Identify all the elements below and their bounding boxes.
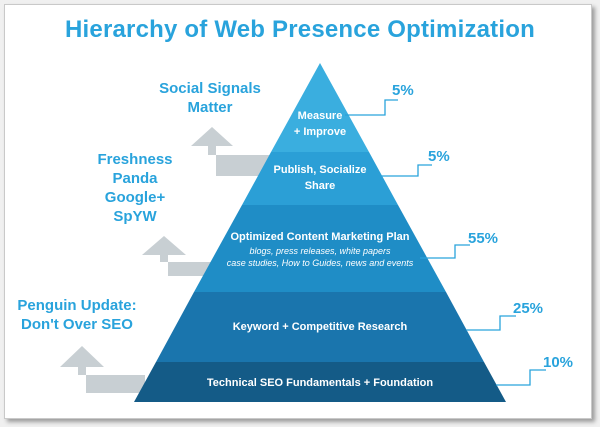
leader-measure [345,99,398,116]
arrow-freshness [142,236,218,276]
tier-measure-line1: Measure [297,110,343,122]
percent-publish: 5% [428,148,450,165]
percent-measure: 5% [392,82,414,99]
note-penguin-line1: Penguin Update: [17,297,137,314]
leader-content [420,244,470,259]
tier-content-sub2: case studies, How to Guides, news and ev… [226,258,414,268]
tier-measure [271,63,369,152]
percent-content: 55% [468,230,499,247]
tier-publish-line2: Share [304,180,336,192]
note-social-line2: Matter [187,99,233,116]
tier-keyword [156,292,484,362]
arrow-penguin [60,346,145,393]
note-social-line1: Social Signals [159,80,261,97]
note-freshness: Freshness Panda Google+ SpYW [80,150,190,226]
tier-technical-label: Technical SEO Fundamentals + Foundation [160,375,480,391]
tier-keyword-title: Keyword + Competitive Research [232,321,408,333]
note-freshness-line4: SpYW [113,208,157,225]
diagram-title: Hierarchy of Web Presence Optimization [65,16,535,43]
note-penguin-line2: Don't Over SEO [21,316,133,333]
tier-measure-line2: + Improve [293,126,347,138]
tier-measure-label: Measure + Improve [270,108,370,140]
tier-technical-title: Technical SEO Fundamentals + Foundation [206,377,434,389]
tier-technical [134,362,506,402]
note-freshness-line1: Freshness [97,151,173,168]
arrow-social [191,127,275,176]
leader-technical [496,369,546,386]
tier-content-label: Optimized Content Marketing Plan blogs, … [200,229,440,269]
percent-keyword: 25% [513,300,544,317]
tier-publish [242,152,398,205]
percent-technical: 10% [543,354,574,371]
note-freshness-line2: Panda [112,170,158,187]
tier-publish-line1: Publish, Socialize [273,164,367,176]
leader-keyword [466,315,516,331]
note-freshness-line3: Google+ [104,189,166,206]
tier-publish-label: Publish, Socialize Share [250,162,390,194]
tier-content-sub1: blogs, press releases, white papers [249,246,391,256]
note-social-signals: Social Signals Matter [140,79,280,117]
tier-content [194,205,446,292]
tier-content-title: Optimized Content Marketing Plan [230,231,410,243]
note-penguin: Penguin Update: Don't Over SEO [4,296,150,334]
leader-publish [380,164,432,177]
tier-keyword-label: Keyword + Competitive Research [180,319,460,335]
